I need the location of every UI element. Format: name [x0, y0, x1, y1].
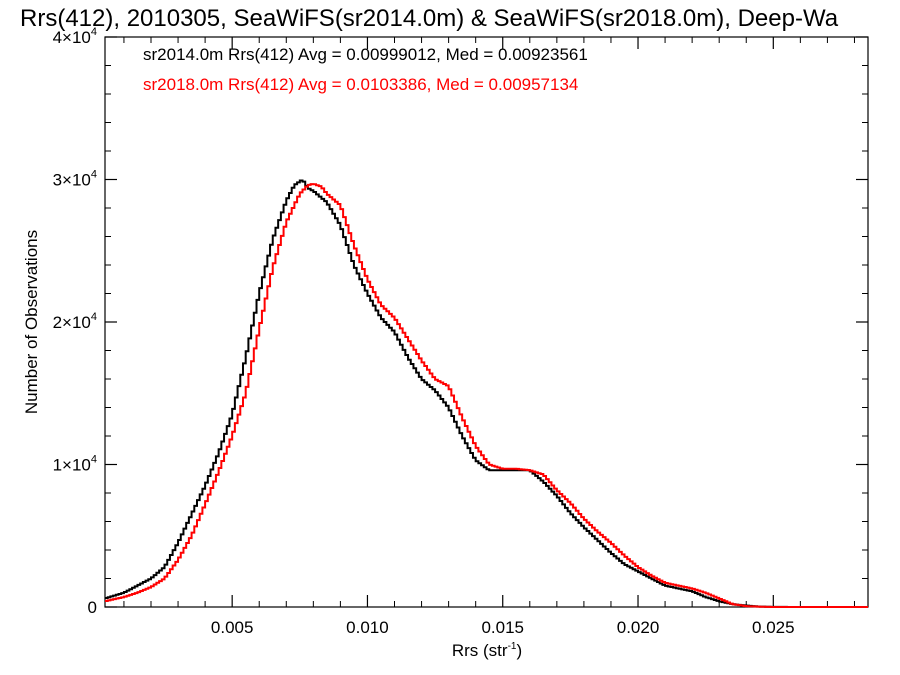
y-tick-label-exponent: 4 [91, 169, 97, 181]
y-axis-label: Number of Observations [22, 230, 41, 414]
x-tick-label: 0.005 [211, 618, 254, 637]
series-group [105, 179, 868, 608]
x-tick-label: 0.015 [481, 618, 524, 637]
x-axis-label: Rrs (str-1) [452, 641, 522, 660]
chart-title: Rrs(412), 2010305, SeaWiFS(sr2014.0m) & … [20, 5, 839, 32]
x-tick-label: 0.025 [752, 618, 795, 637]
annotation-sr2014: sr2014.0m Rrs(412) Avg = 0.00999012, Med… [143, 45, 588, 64]
y-tick-label-main: 1×10 [53, 456, 91, 475]
y-tick-label: 1×104 [53, 454, 97, 475]
y-tick-label-exponent: 4 [91, 311, 97, 323]
x-tick-label: 0.010 [346, 618, 389, 637]
x-axis-label-close: ) [516, 641, 522, 660]
x-tick-label: 0.020 [617, 618, 660, 637]
y-tick-label-main: 4×10 [53, 28, 91, 47]
y-tick-label-main: 0 [88, 598, 97, 617]
y-tick-label-exponent: 4 [91, 26, 97, 38]
y-tick-label: 4×104 [53, 26, 97, 47]
annotation-sr2018: sr2018.0m Rrs(412) Avg = 0.0103386, Med … [143, 75, 578, 94]
series-line-1 [105, 183, 868, 608]
y-tick-label-main: 2×10 [53, 313, 91, 332]
y-tick-label-exponent: 4 [91, 454, 97, 466]
y-tick-label: 2×104 [53, 311, 97, 332]
x-axis: 0.005 0.010 0.015 0.020 0.025 [123, 37, 855, 637]
x-axis-label-text: Rrs (str [452, 641, 508, 660]
y-tick-label: 0 [88, 598, 97, 617]
y-tick-label-main: 3×10 [53, 171, 91, 190]
series-line-0 [105, 179, 868, 608]
plot-area-frame [104, 36, 869, 608]
y-tick-label: 3×104 [53, 169, 97, 190]
x-axis-label-superscript: -1 [508, 641, 517, 652]
